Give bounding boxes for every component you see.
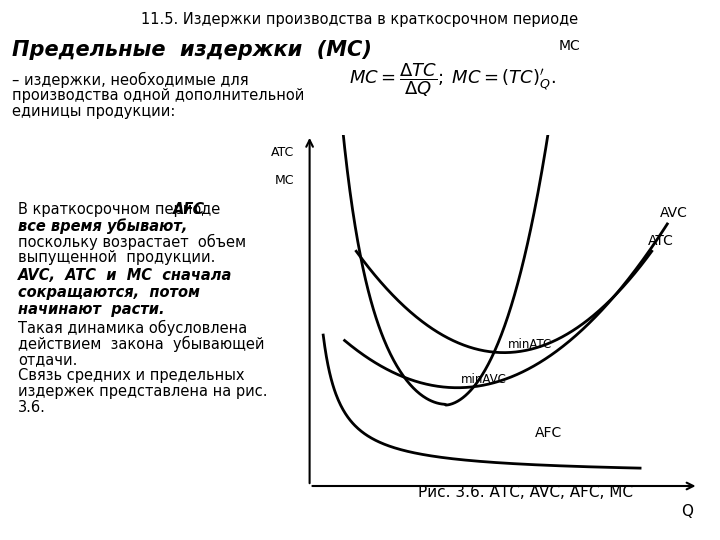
Text: выпущенной  продукции.: выпущенной продукции.: [18, 250, 215, 265]
Text: AVC: AVC: [660, 206, 688, 220]
Text: – издержки, необходимые для: – издержки, необходимые для: [12, 72, 248, 88]
Text: Такая динамика обусловлена: Такая динамика обусловлена: [18, 320, 247, 336]
Text: поскольку возрастает  объем: поскольку возрастает объем: [18, 234, 246, 250]
Text: minATC: minATC: [508, 338, 552, 351]
Text: производства одной дополнительной: производства одной дополнительной: [12, 88, 305, 103]
Text: AVC,  ATC  и  MC  сначала: AVC, ATC и MC сначала: [18, 268, 233, 283]
Text: сокращаются,  потом: сокращаются, потом: [18, 285, 200, 300]
Text: minAVC: minAVC: [462, 373, 507, 386]
Text: AFC: AFC: [535, 427, 562, 441]
Text: отдачи.: отдачи.: [18, 352, 77, 367]
Text: Связь средних и предельных: Связь средних и предельных: [18, 368, 245, 383]
Text: начинают  расти.: начинают расти.: [18, 302, 164, 317]
Text: Рис. 3.6. АТС, AVC, AFC, МС: Рис. 3.6. АТС, AVC, AFC, МС: [418, 485, 632, 500]
Text: действием  закона  убывающей: действием закона убывающей: [18, 336, 264, 352]
Text: 11.5. Издержки производства в краткосрочном периоде: 11.5. Издержки производства в краткосроч…: [141, 12, 579, 27]
Text: 3.6.: 3.6.: [18, 400, 46, 415]
Text: MC: MC: [559, 39, 580, 53]
Text: Предельные  издержки  (МС): Предельные издержки (МС): [12, 40, 372, 60]
Text: AFC: AFC: [173, 202, 205, 217]
Text: $\mathit{MC} = \dfrac{\Delta \mathit{TC}}{\Delta \mathit{Q}}; \; \mathit{MC} = (: $\mathit{MC} = \dfrac{\Delta \mathit{TC}…: [349, 62, 556, 99]
Text: Q: Q: [680, 503, 693, 518]
Text: издержек представлена на рис.: издержек представлена на рис.: [18, 384, 268, 399]
Text: все время убывают,: все время убывают,: [18, 218, 187, 234]
Text: ATC: ATC: [648, 234, 674, 248]
Text: В краткосрочном периоде: В краткосрочном периоде: [18, 202, 225, 217]
Text: MC: MC: [274, 173, 294, 187]
Text: ATC: ATC: [271, 146, 294, 159]
Text: единицы продукции:: единицы продукции:: [12, 104, 176, 119]
